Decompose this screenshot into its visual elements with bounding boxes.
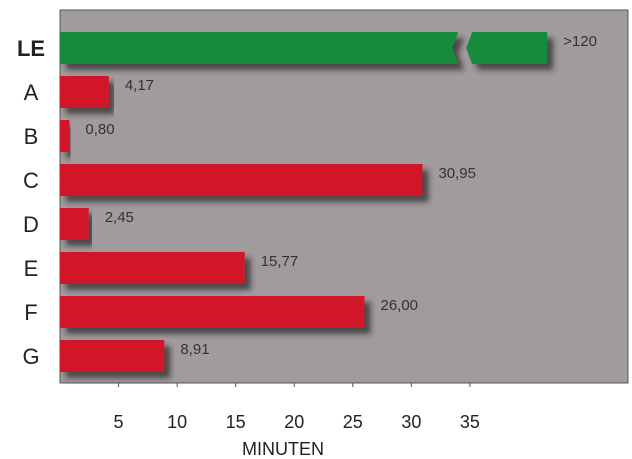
value-label: 15,77 <box>261 253 299 270</box>
category-label: A <box>24 80 39 105</box>
x-tick-label: 20 <box>284 412 304 432</box>
category-label: LE <box>17 36 45 61</box>
value-label: 26,00 <box>380 297 418 314</box>
value-label: 30,95 <box>438 165 476 182</box>
x-tick-label: 15 <box>226 412 246 432</box>
x-tick-label: 25 <box>343 412 363 432</box>
bar <box>60 252 245 284</box>
x-axis-label: MINUTEN <box>242 439 324 459</box>
bar <box>60 120 70 152</box>
bar <box>60 164 423 196</box>
x-tick-label: 30 <box>401 412 421 432</box>
bar <box>60 76 109 108</box>
value-label: 0,80 <box>85 121 114 138</box>
bar <box>60 208 89 240</box>
category-label: G <box>22 344 39 369</box>
category-label: B <box>24 124 39 149</box>
x-tick-label: 35 <box>460 412 480 432</box>
value-label: >120 <box>563 33 597 50</box>
bar <box>60 296 365 328</box>
value-label: 4,17 <box>125 77 154 94</box>
x-tick-label: 5 <box>114 412 124 432</box>
category-label: D <box>23 212 39 237</box>
bar <box>60 340 165 372</box>
category-label: E <box>24 256 39 281</box>
x-tick-label: 10 <box>167 412 187 432</box>
value-label: 2,45 <box>105 209 134 226</box>
category-label: F <box>24 300 37 325</box>
category-label: C <box>23 168 39 193</box>
bar <box>60 32 548 64</box>
value-label: 8,91 <box>180 341 209 358</box>
